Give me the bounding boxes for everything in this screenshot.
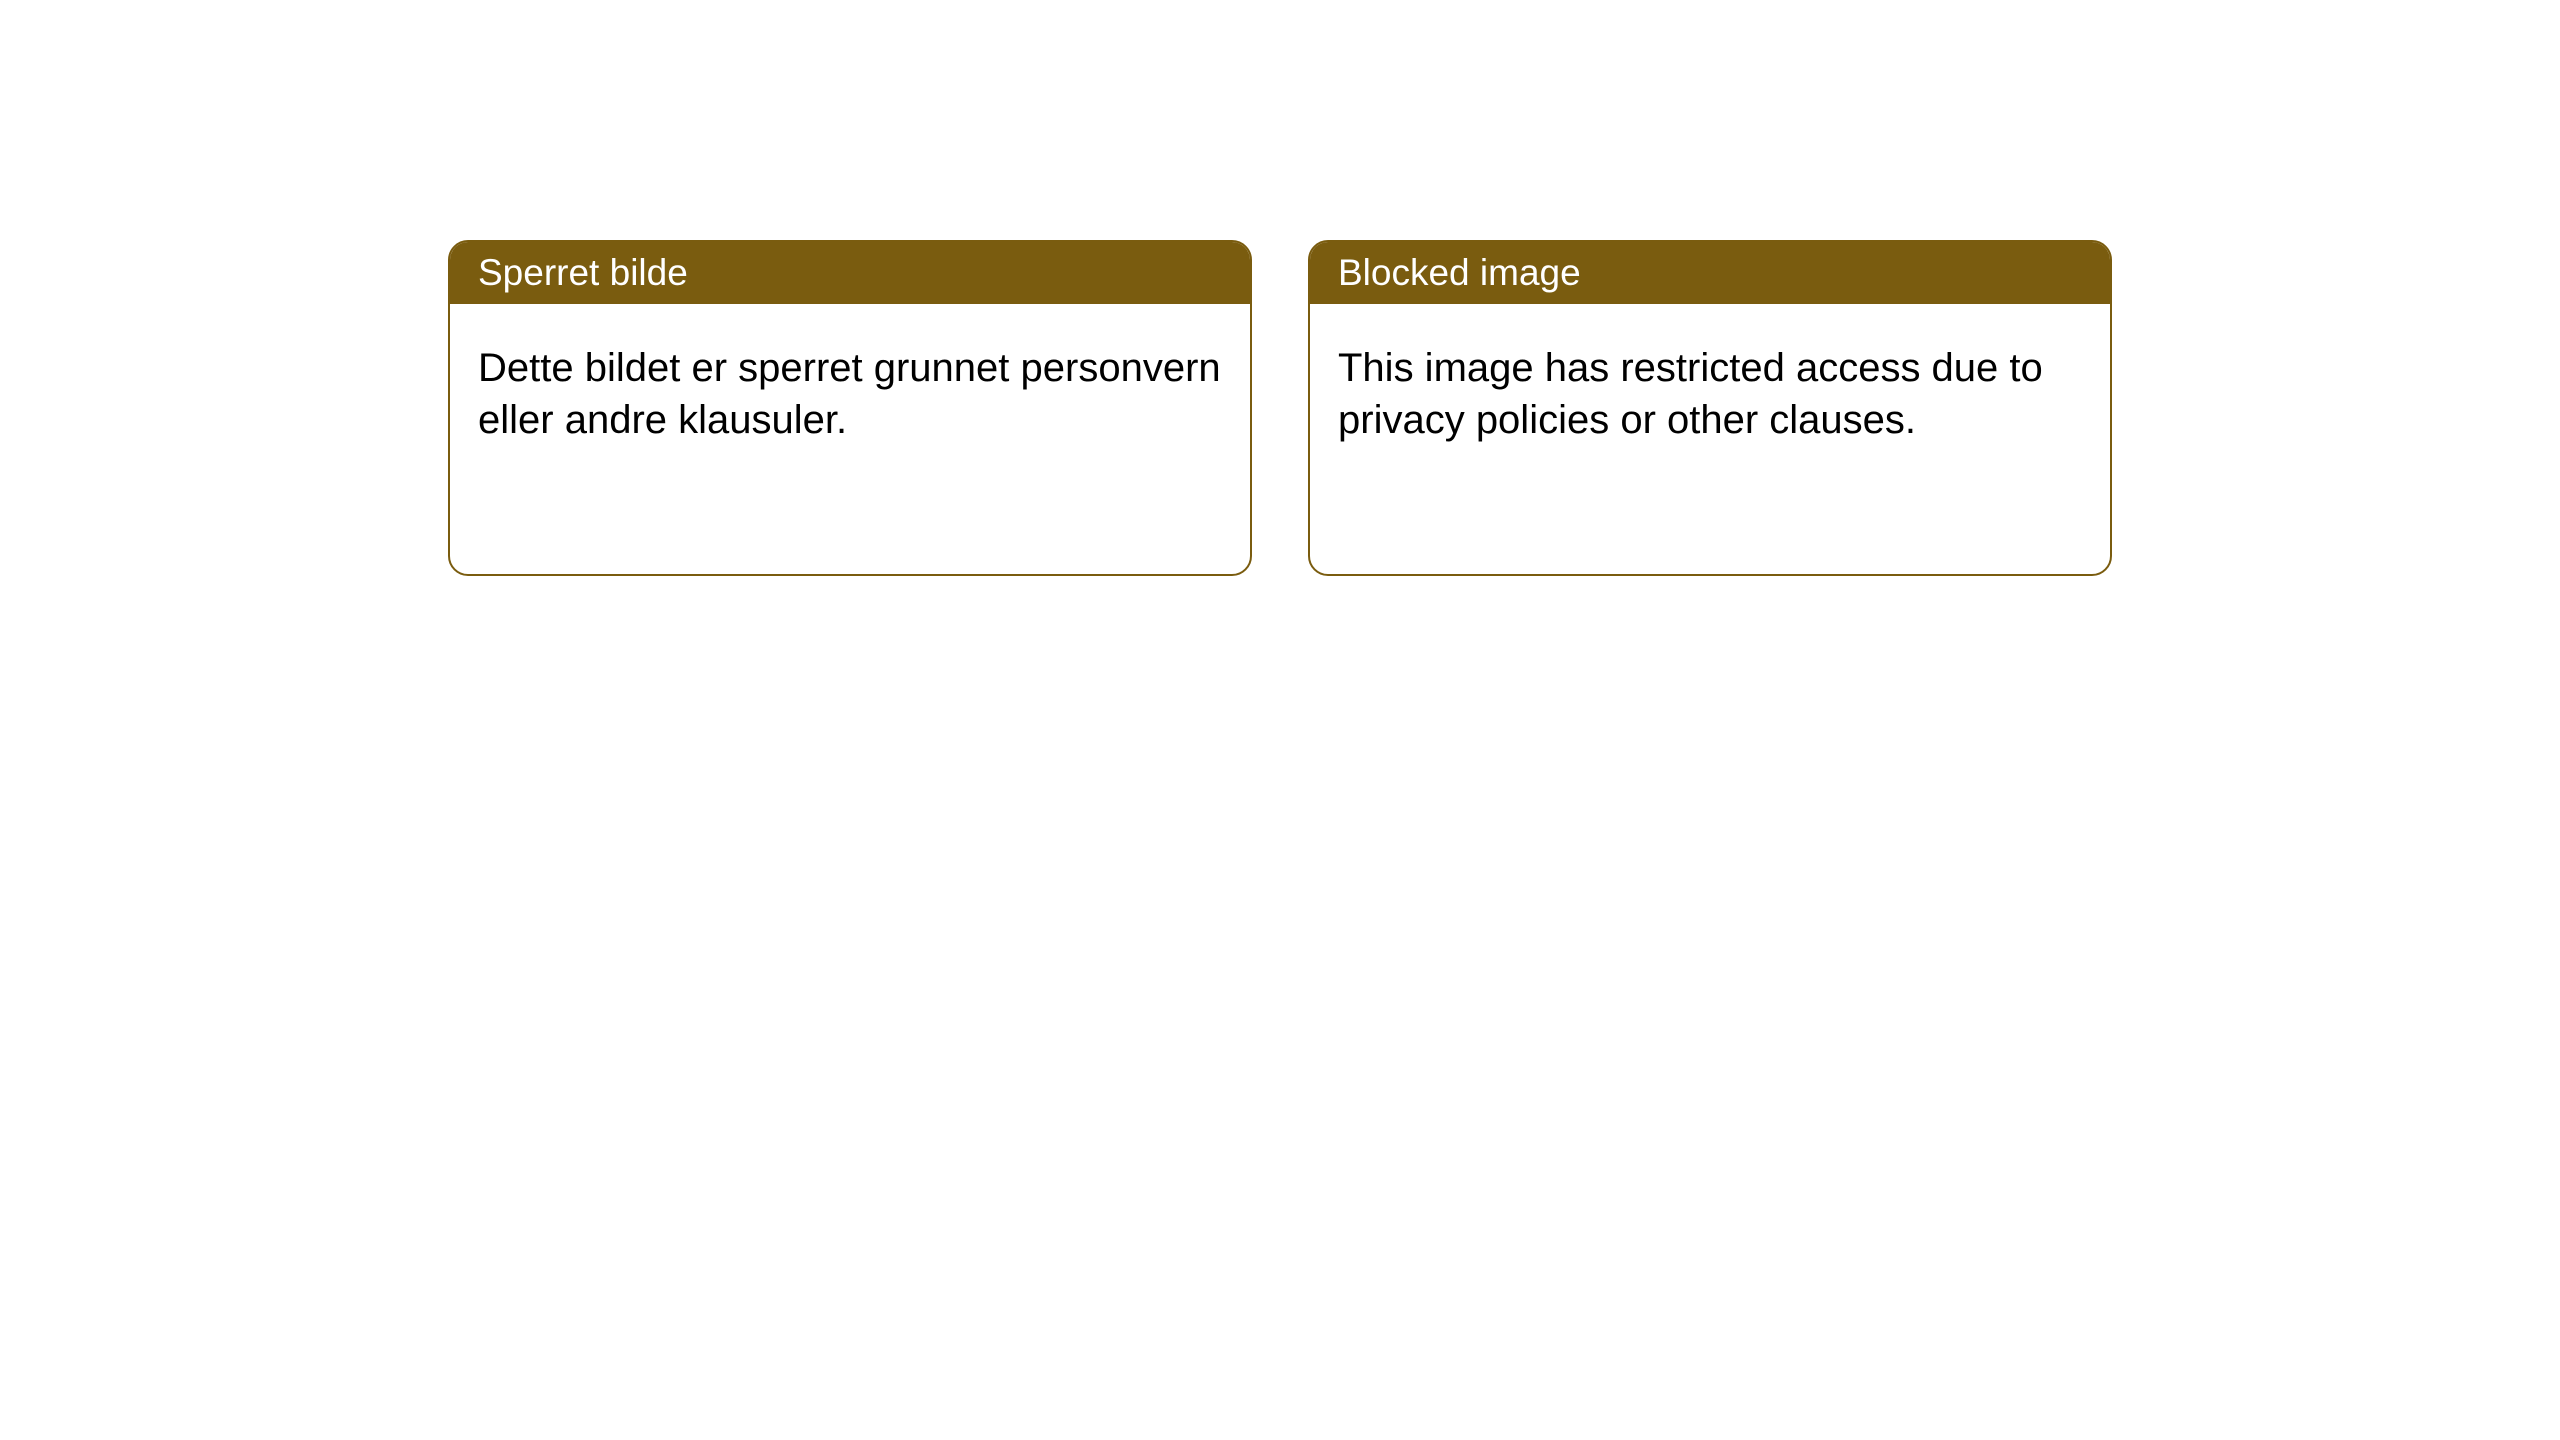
notice-card-english: Blocked image This image has restricted … xyxy=(1308,240,2112,576)
card-header: Sperret bilde xyxy=(450,242,1250,304)
card-body-text: Dette bildet er sperret grunnet personve… xyxy=(478,346,1221,442)
card-header-text: Blocked image xyxy=(1338,252,1581,293)
card-body-text: This image has restricted access due to … xyxy=(1338,346,2043,442)
notice-card-norwegian: Sperret bilde Dette bildet er sperret gr… xyxy=(448,240,1252,576)
card-header: Blocked image xyxy=(1310,242,2110,304)
card-body: Dette bildet er sperret grunnet personve… xyxy=(450,304,1250,484)
card-header-text: Sperret bilde xyxy=(478,252,688,293)
card-body: This image has restricted access due to … xyxy=(1310,304,2110,484)
notice-container: Sperret bilde Dette bildet er sperret gr… xyxy=(448,240,2112,576)
